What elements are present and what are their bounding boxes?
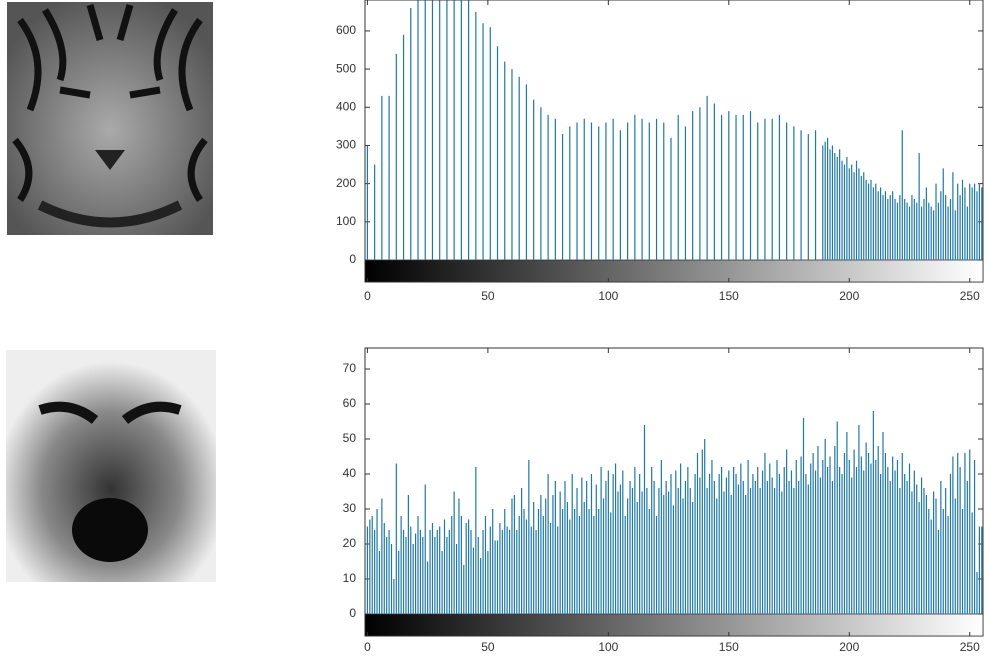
- x-tick-label: 200: [839, 289, 859, 303]
- x-tick-label: 100: [598, 289, 618, 303]
- colorbar: [365, 260, 983, 282]
- histogram-chart: 0 10 20 30 40 50 60 70 0 50 100 150 200 250: [343, 348, 983, 654]
- y-tick-label: 100: [336, 214, 356, 228]
- page: {"chart_data": [ {"type": "bar", "color"…: [0, 0, 989, 659]
- y-tick-label: 300: [336, 138, 356, 152]
- x-tick-label: 250: [960, 640, 980, 654]
- x-tick-label: 0: [364, 640, 371, 654]
- y-tick-label: 60: [343, 396, 357, 410]
- y-tick-label: 200: [336, 176, 356, 190]
- y-tick-label: 400: [336, 99, 356, 113]
- y-tick-label: 600: [336, 23, 356, 37]
- x-tick-label: 200: [839, 640, 859, 654]
- x-tick-label: 50: [481, 640, 495, 654]
- colorbar: [365, 614, 983, 636]
- x-tick-label: 50: [481, 289, 495, 303]
- y-tick-label: 500: [336, 61, 356, 75]
- tiger-image: [7, 2, 213, 235]
- y-tick-label: 70: [343, 361, 357, 375]
- x-tick-label: 100: [598, 640, 618, 654]
- x-tick-label: 250: [960, 289, 980, 303]
- y-tick-label: 50: [343, 431, 357, 445]
- x-tick-label: 150: [719, 289, 739, 303]
- y-tick-label: 0: [349, 252, 356, 266]
- y-tick-label: 30: [343, 501, 357, 515]
- y-tick-label: 20: [343, 536, 357, 550]
- y-tick-label: 10: [343, 571, 357, 585]
- x-tick-label: 150: [719, 640, 739, 654]
- y-tick-label: 40: [343, 466, 357, 480]
- figure: 0100200300400500600050100150200250010203…: [0, 0, 989, 659]
- bear-image: [6, 350, 216, 582]
- x-tick-label: 0: [364, 289, 371, 303]
- histogram-chart: 0 100 200 300 400 500 600 0 50 100 150 200 250: [336, 0, 983, 303]
- y-tick-label: 0: [349, 606, 356, 620]
